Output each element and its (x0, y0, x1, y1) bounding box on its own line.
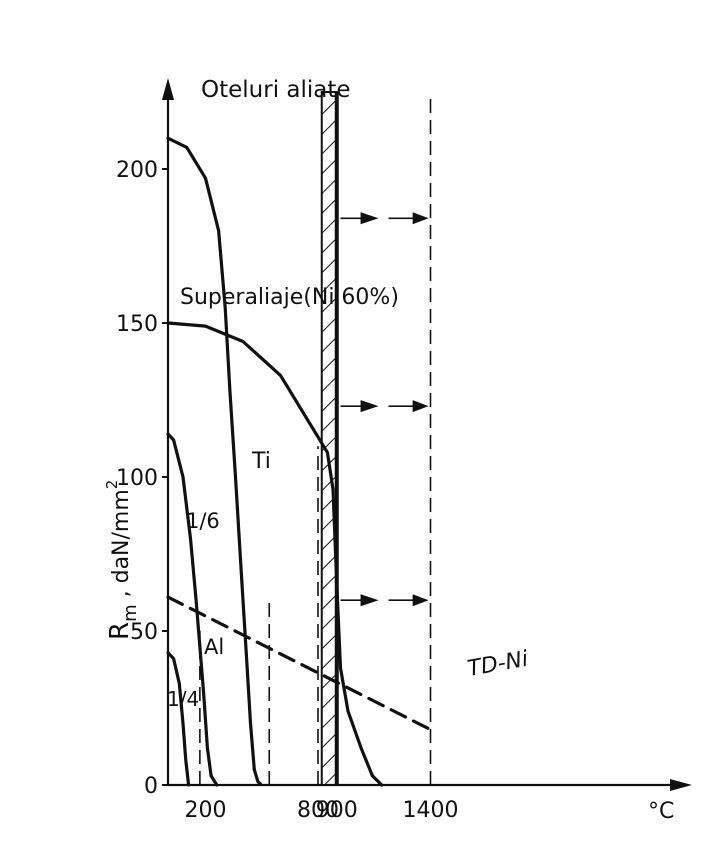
arrow-end-head-1 (412, 400, 429, 413)
arrow-mid-head-2 (360, 594, 379, 607)
annotation-td-ni: TD-Ni (466, 647, 530, 682)
y-tick-label-0: 0 (144, 774, 158, 799)
series-line-1 (252, 768, 264, 787)
y-axis-label-sup: 2 (103, 480, 121, 490)
series-line-2 (166, 321, 374, 778)
annotation-ti-ratio: 1/6 (186, 509, 220, 533)
series-line-7 (166, 595, 433, 732)
axes-layer (162, 78, 692, 791)
x-tick-label-2: 900 (316, 798, 358, 823)
annotation-oteluri-aliate: Oteluri aliate (201, 77, 351, 103)
series-line-6 (166, 651, 191, 787)
y-axis-label: Rm , daN/mm2 (103, 480, 141, 640)
annotation-superaliaje: Superaliaje(Ni 60%) (180, 285, 399, 310)
series-line-4 (166, 432, 213, 778)
arrow-mid-head-1 (360, 400, 379, 413)
y-tick-label-2: 100 (116, 466, 158, 491)
arrows-layer (340, 212, 429, 607)
y-axis-label-main: R (105, 622, 135, 640)
annotation-al: Al (204, 635, 224, 659)
x-axis-arrowhead (670, 779, 692, 791)
series-line-0 (166, 136, 256, 772)
y-axis-label-rest: , daN/mm (109, 489, 134, 604)
arrow-end-head-2 (412, 594, 429, 607)
y-axis-arrowhead (162, 78, 174, 100)
y-tick-label-1: 50 (130, 620, 158, 645)
series-layer (166, 136, 433, 787)
vertical-lines-layer (199, 92, 432, 785)
arrow-end-head-0 (412, 212, 429, 225)
y-tick-label-4: 200 (116, 158, 158, 183)
x-tick-label-0: 200 (185, 798, 227, 823)
x-axis-label: °C (648, 799, 674, 824)
y-axis-label-sub: m (120, 604, 141, 622)
y-tick-label-3: 150 (116, 312, 158, 337)
series-line-5 (209, 774, 219, 787)
annotation-al-ratio: 1/4 (167, 687, 199, 711)
series-line-3 (370, 774, 384, 787)
x-tick-label-3: 1400 (403, 798, 459, 823)
x-tick-label-1: 800 (297, 798, 339, 823)
annotation-ti: Ti (251, 449, 271, 474)
arrow-mid-head-0 (360, 212, 379, 225)
